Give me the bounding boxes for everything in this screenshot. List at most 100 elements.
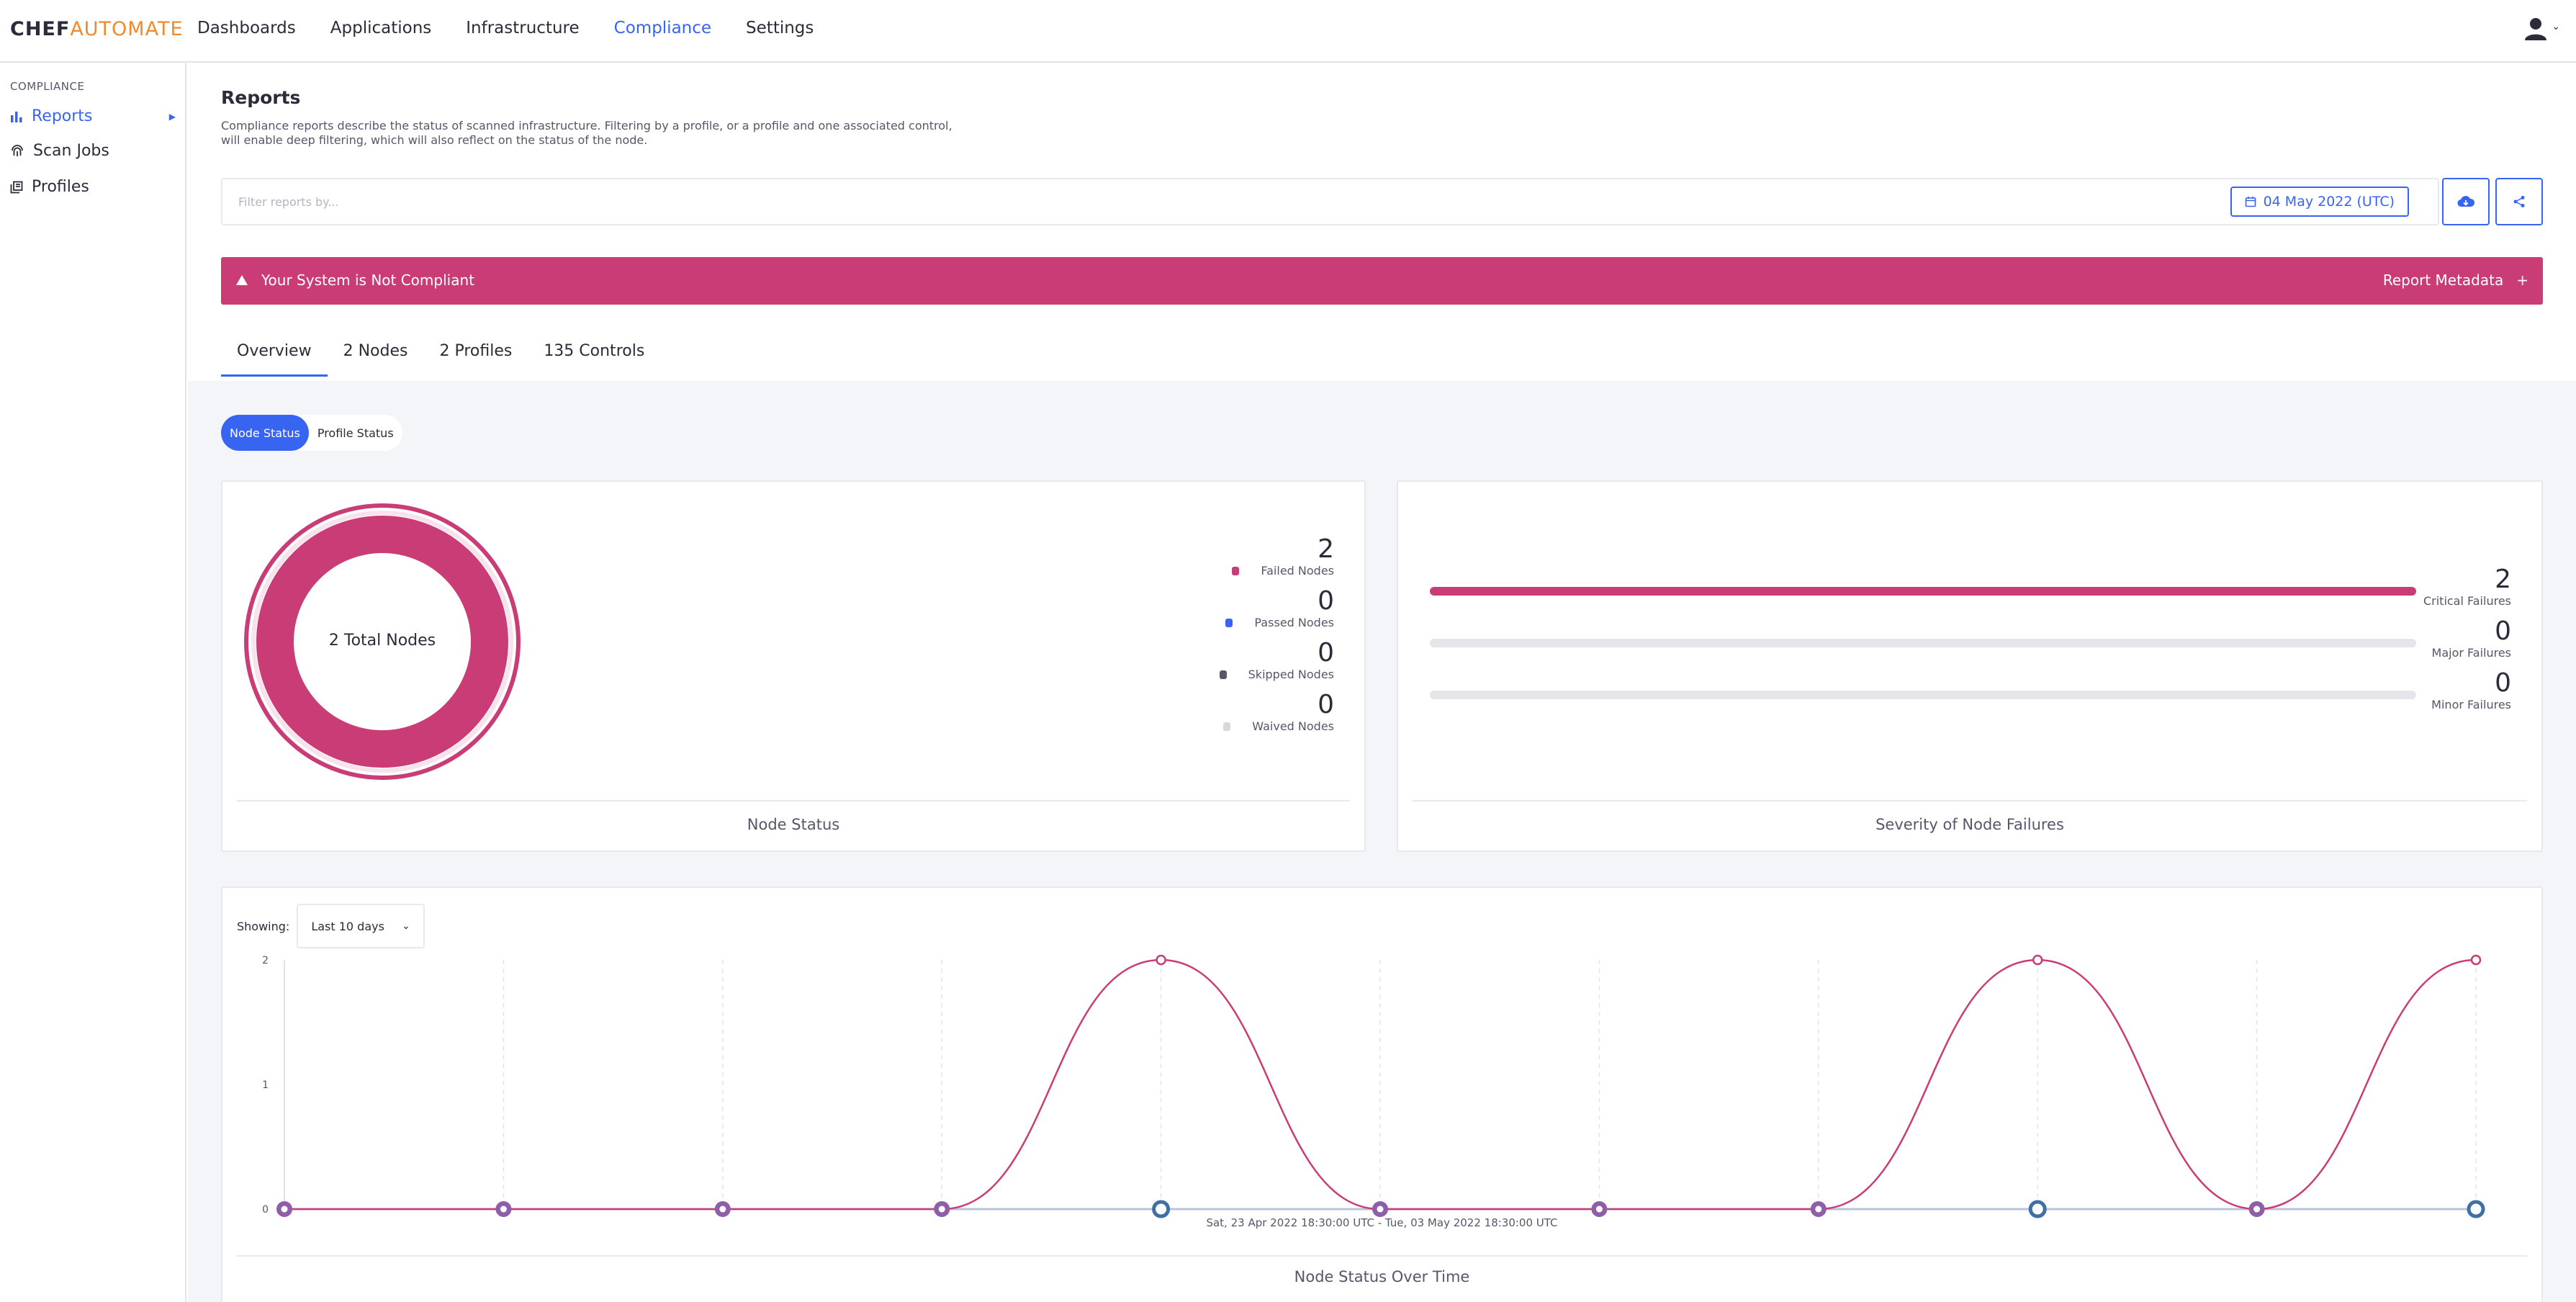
download-button[interactable] bbox=[2442, 178, 2490, 225]
passed-point bbox=[2028, 1200, 2047, 1218]
legend-skipped: 0 Skipped Nodes bbox=[1219, 638, 1334, 681]
main-content: Reports Compliance reports describe the … bbox=[188, 64, 2576, 1302]
tab-controls[interactable]: 135 Controls bbox=[544, 342, 645, 360]
overlap-point-center bbox=[1377, 1206, 1384, 1213]
donut-failed-arc bbox=[256, 516, 508, 768]
report-tabs: Overview 2 Nodes 2 Profiles 135 Controls bbox=[221, 331, 660, 377]
brand-logo[interactable]: CHEFAUTOMATE bbox=[10, 18, 184, 40]
banner-text: Your System is Not Compliant bbox=[261, 271, 474, 289]
severity-row-minor: 0 Minor Failures bbox=[1430, 669, 2511, 719]
waived-label: Waived Nodes bbox=[1252, 719, 1334, 733]
sidebar-item-profiles[interactable]: Profiles bbox=[10, 178, 176, 196]
failed-point bbox=[2032, 954, 2043, 966]
tab-nodes[interactable]: 2 Nodes bbox=[343, 342, 408, 360]
node-status-caption: Node Status bbox=[747, 816, 840, 833]
report-metadata-toggle[interactable]: Report Metadata + bbox=[2383, 271, 2528, 289]
critical-bar-fill bbox=[1430, 587, 2416, 596]
minor-label: Minor Failures bbox=[2431, 698, 2511, 711]
skipped-dot bbox=[1219, 670, 1227, 679]
nav-settings[interactable]: Settings bbox=[746, 19, 814, 37]
page-title: Reports bbox=[221, 87, 301, 108]
user-menu[interactable]: ⌄ bbox=[2523, 16, 2560, 42]
date-picker-button[interactable]: 04 May 2022 (UTC) bbox=[2230, 187, 2409, 217]
donut-outer-ring bbox=[244, 503, 521, 780]
sidebar-item-label: Reports bbox=[32, 107, 93, 125]
trend-date-range: Sat, 23 Apr 2022 18:30:00 UTC - Tue, 03 … bbox=[1206, 1216, 1558, 1229]
bar-chart-icon bbox=[11, 111, 22, 122]
passed-point bbox=[2467, 1200, 2485, 1218]
library-icon bbox=[10, 181, 23, 193]
showing-label: Showing: bbox=[237, 919, 290, 933]
range-value: Last 10 days bbox=[311, 919, 384, 933]
severity-card: 2 Critical Failures 0 Major Failures 0 Mino… bbox=[1397, 480, 2543, 852]
fingerprint-icon bbox=[12, 144, 23, 156]
chevron-down-icon: ⌄ bbox=[2552, 21, 2560, 32]
calendar-icon bbox=[2245, 197, 2256, 207]
warning-icon bbox=[236, 275, 248, 285]
critical-label: Critical Failures bbox=[2423, 594, 2511, 608]
filter-input[interactable]: Filter reports by... bbox=[238, 195, 339, 209]
card-divider bbox=[237, 800, 1350, 802]
tab-profiles[interactable]: 2 Profiles bbox=[439, 342, 513, 360]
plus-icon: + bbox=[2516, 271, 2528, 289]
page-description: Compliance reports describe the status o… bbox=[221, 119, 953, 147]
share-icon bbox=[2513, 196, 2525, 207]
banner-message: Your System is Not Compliant bbox=[235, 271, 474, 289]
node-status-card: 2 Total Nodes 2 Failed Nodes 0 Passed No… bbox=[221, 480, 1366, 852]
tab-overview[interactable]: Overview bbox=[221, 331, 328, 377]
trend-chart: 0 1 2 bbox=[262, 954, 2485, 1218]
filter-bar: Filter reports by... 04 May 2022 (UTC) bbox=[221, 178, 2439, 225]
severity-row-critical: 2 Critical Failures bbox=[1430, 565, 2511, 616]
nav-compliance[interactable]: Compliance bbox=[613, 19, 712, 37]
waived-dot bbox=[1223, 722, 1231, 731]
major-count: 0 bbox=[2495, 616, 2511, 646]
compliance-banner: Your System is Not Compliant Report Meta… bbox=[221, 257, 2543, 305]
report-metadata-label: Report Metadata bbox=[2382, 271, 2504, 289]
reports-header: Reports Compliance reports describe the … bbox=[188, 64, 2576, 381]
failed-count: 2 bbox=[1318, 534, 1334, 564]
overlap-point-center bbox=[719, 1206, 726, 1213]
sidebar-item-label: Scan Jobs bbox=[33, 142, 109, 160]
chevron-down-icon: ⌄ bbox=[401, 920, 410, 932]
card-divider bbox=[237, 1255, 2527, 1257]
minor-bar-track bbox=[1430, 691, 2416, 699]
waived-count: 0 bbox=[1318, 690, 1334, 719]
passed-point bbox=[1152, 1200, 1171, 1218]
failed-dot bbox=[1232, 566, 1240, 575]
node-status-toggle[interactable]: Node Status bbox=[221, 415, 309, 451]
range-dropdown[interactable]: Last 10 days ⌄ bbox=[297, 904, 425, 948]
node-status-trend-card: Showing: Last 10 days ⌄ 0 1 2 Sat, 23 Apr … bbox=[221, 886, 2543, 1302]
overlap-point-center bbox=[1815, 1206, 1822, 1213]
trend-caption: Node Status Over Time bbox=[1294, 1268, 1470, 1285]
nav-applications[interactable]: Applications bbox=[330, 19, 432, 37]
sidebar: COMPLIANCE Reports ▶ Scan Jobs Profiles bbox=[0, 63, 186, 1302]
overlap-point-center bbox=[500, 1206, 507, 1213]
passed-count: 0 bbox=[1318, 586, 1334, 616]
failed-point bbox=[2470, 954, 2482, 966]
sidebar-item-reports[interactable]: Reports ▶ bbox=[10, 107, 176, 125]
sidebar-item-scan-jobs[interactable]: Scan Jobs bbox=[10, 142, 176, 160]
overlap-point-center bbox=[1595, 1206, 1603, 1213]
caret-right-icon: ▶ bbox=[168, 111, 176, 122]
skipped-count: 0 bbox=[1318, 638, 1334, 668]
y-tick-label: 2 bbox=[262, 955, 269, 966]
profile-status-toggle[interactable]: Profile Status bbox=[317, 426, 394, 440]
nav-dashboards[interactable]: Dashboards bbox=[197, 19, 296, 37]
severity-row-major: 0 Major Failures bbox=[1430, 617, 2511, 668]
overlap-point-center bbox=[281, 1206, 288, 1213]
major-bar-track bbox=[1430, 639, 2416, 647]
sidebar-heading: COMPLIANCE bbox=[10, 80, 85, 93]
failed-label: Failed Nodes bbox=[1261, 564, 1334, 578]
major-label: Major Failures bbox=[2431, 646, 2511, 660]
overlap-point-center bbox=[938, 1206, 945, 1213]
failed-point bbox=[1156, 954, 1166, 966]
date-picker-label: 04 May 2022 (UTC) bbox=[2263, 194, 2395, 210]
sidebar-item-label: Profiles bbox=[32, 178, 89, 196]
overview-panel: Node Status Profile Status 2 Total Nodes… bbox=[188, 381, 2576, 1302]
share-button[interactable] bbox=[2495, 178, 2543, 225]
user-icon bbox=[2525, 18, 2547, 40]
y-tick-label: 0 bbox=[262, 1204, 269, 1216]
node-status-donut bbox=[244, 503, 521, 780]
nav-infrastructure[interactable]: Infrastructure bbox=[466, 19, 580, 37]
top-navbar: CHEFAUTOMATE Dashboards Applications Inf… bbox=[0, 0, 2576, 63]
